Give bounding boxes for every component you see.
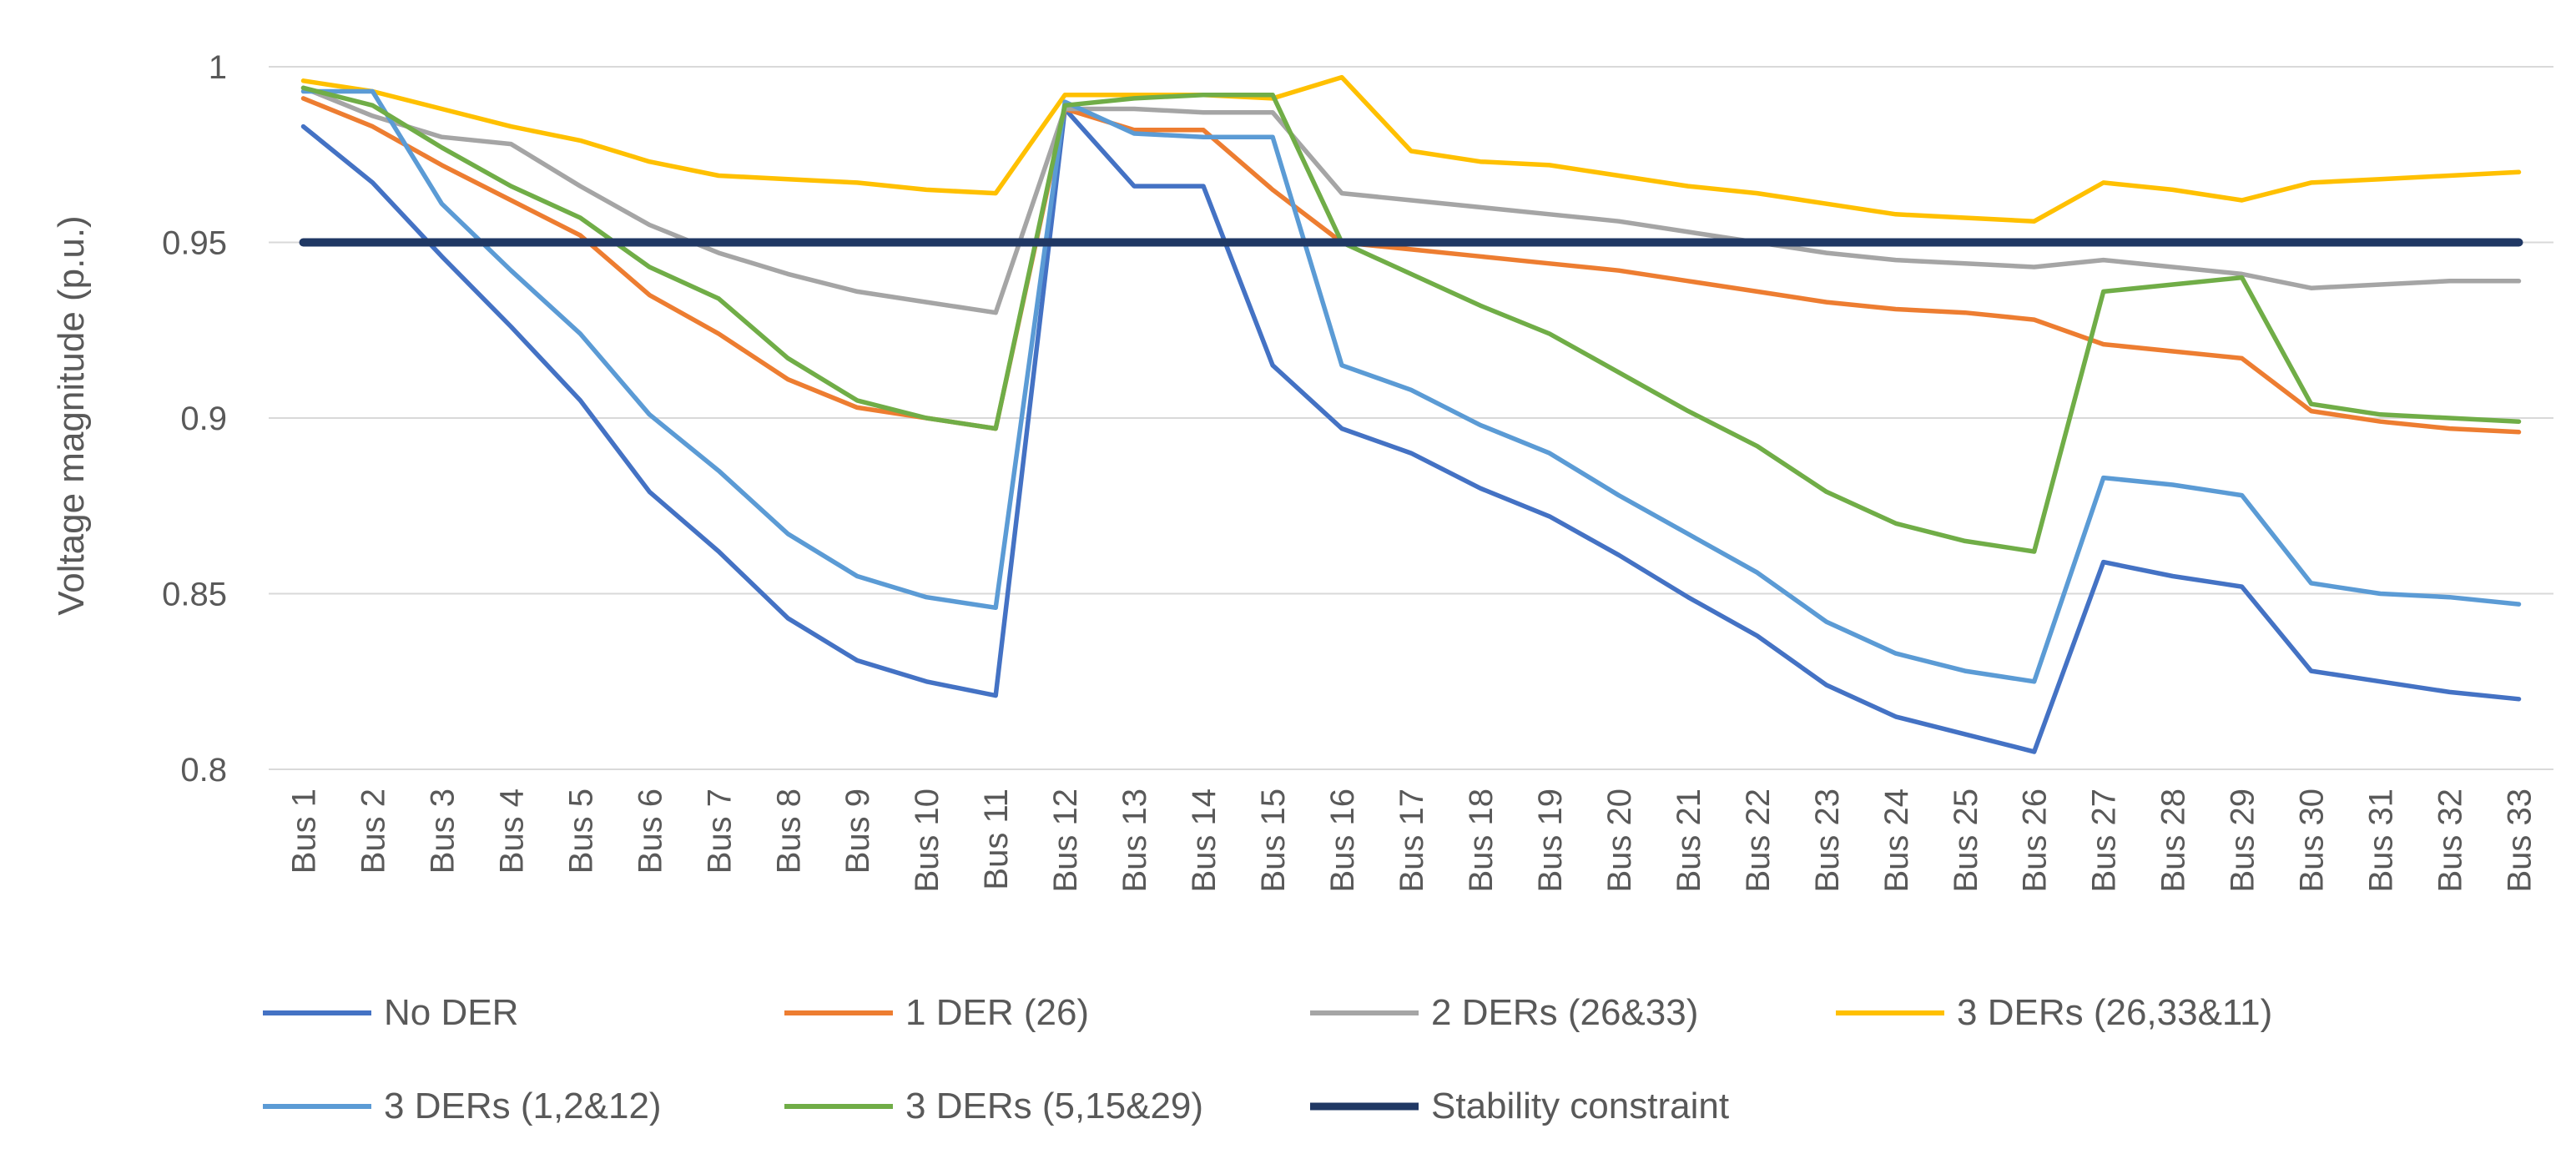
series-line-2-ders-26-33 — [300, 85, 2522, 315]
x-tick-label: Bus 32 — [2432, 789, 2469, 893]
legend-label: Stability constraint — [1431, 1086, 1729, 1126]
x-tick-label: Bus 18 — [1463, 789, 1500, 893]
x-tick-label: Bus 14 — [1186, 789, 1222, 893]
legend-item-2-ders-26-33: 2 DERs (26&33) — [1310, 992, 1698, 1033]
x-tick-label: Bus 6 — [632, 789, 668, 874]
x-tick-label: Bus 22 — [1740, 789, 1777, 893]
x-tick-label: Bus 3 — [424, 789, 461, 874]
series-line-1-der-26 — [300, 96, 2522, 435]
x-axis-ticks: Bus 1 Bus 2 Bus 3 Bus 4 Bus 5 Bus 6 Bus 7 Bus 8… — [285, 789, 2538, 893]
x-tick-label: Bus 19 — [1532, 789, 1569, 893]
series-line-no-der — [300, 106, 2522, 754]
x-tick-label: Bus 31 — [2363, 789, 2400, 893]
legend-label: 3 DERs (26,33&11) — [1957, 992, 2272, 1033]
x-tick-label: Bus 9 — [839, 789, 876, 874]
x-tick-label: Bus 1 — [285, 789, 322, 874]
y-axis-label: Voltage magnitude (p.u.) — [51, 215, 92, 615]
y-tick-label: 0.8 — [180, 752, 227, 789]
x-tick-label: Bus 10 — [909, 789, 945, 893]
series-lines — [299, 74, 2523, 754]
x-tick-label: Bus 12 — [1047, 789, 1084, 893]
legend-item-stability-constraint: Stability constraint — [1310, 1086, 1729, 1126]
gridlines — [269, 66, 2553, 770]
legend-label: 1 DER (26) — [905, 992, 1089, 1033]
series-line-3-ders-1-2-12 — [300, 88, 2522, 684]
y-tick-label: 0.85 — [162, 577, 227, 613]
y-axis-ticks: 0.8 0.85 0.9 0.95 1 — [162, 49, 227, 789]
x-tick-label: Bus 26 — [2017, 789, 2054, 893]
x-tick-label: Bus 16 — [1324, 789, 1361, 893]
legend-label: 3 DERs (5,15&29) — [905, 1086, 1203, 1126]
x-tick-label: Bus 30 — [2294, 789, 2331, 893]
series-line-3-ders-5-15-29 — [300, 85, 2522, 554]
x-tick-label: Bus 17 — [1394, 789, 1430, 893]
legend-item-3-ders-1-2-12: 3 DERs (1,2&12) — [263, 1086, 662, 1126]
x-tick-label: Bus 7 — [701, 789, 738, 874]
legend-item-no-der: No DER — [263, 992, 518, 1033]
x-tick-label: Bus 13 — [1117, 789, 1153, 893]
x-tick-label: Bus 33 — [2502, 789, 2538, 893]
x-tick-label: Bus 15 — [1255, 789, 1292, 893]
x-tick-label: Bus 8 — [770, 789, 807, 874]
y-tick-label: 0.9 — [180, 401, 227, 437]
legend: No DER 1 DER (26) 2 DERs (26&33) 3 DERs (26… — [263, 992, 2272, 1126]
legend-item-1-der-26: 1 DER (26) — [784, 992, 1089, 1033]
x-tick-label: Bus 2 — [355, 789, 391, 874]
x-tick-label: Bus 24 — [1878, 789, 1915, 893]
x-tick-label: Bus 29 — [2225, 789, 2261, 893]
x-tick-label: Bus 21 — [1671, 789, 1707, 893]
legend-label: 2 DERs (26&33) — [1431, 992, 1698, 1033]
y-tick-label: 1 — [209, 49, 227, 86]
legend-label: 3 DERs (1,2&12) — [384, 1086, 662, 1126]
x-tick-label: Bus 5 — [562, 789, 599, 874]
legend-item-3-ders-5-15-29: 3 DERs (5,15&29) — [784, 1086, 1203, 1126]
x-tick-label: Bus 25 — [1948, 789, 1984, 893]
legend-item-3-ders-26-33-11: 3 DERs (26,33&11) — [1836, 992, 2272, 1033]
legend-label: No DER — [384, 992, 518, 1033]
x-tick-label: Bus 27 — [2086, 789, 2123, 893]
x-tick-label: Bus 20 — [1601, 789, 1638, 893]
x-tick-label: Bus 11 — [978, 789, 1015, 890]
x-tick-label: Bus 4 — [493, 789, 530, 874]
y-tick-label: 0.95 — [162, 225, 227, 262]
x-tick-label: Bus 23 — [1809, 789, 1846, 893]
series-line-3-ders-26-33-11 — [300, 74, 2522, 224]
x-tick-label: Bus 28 — [2155, 789, 2192, 893]
